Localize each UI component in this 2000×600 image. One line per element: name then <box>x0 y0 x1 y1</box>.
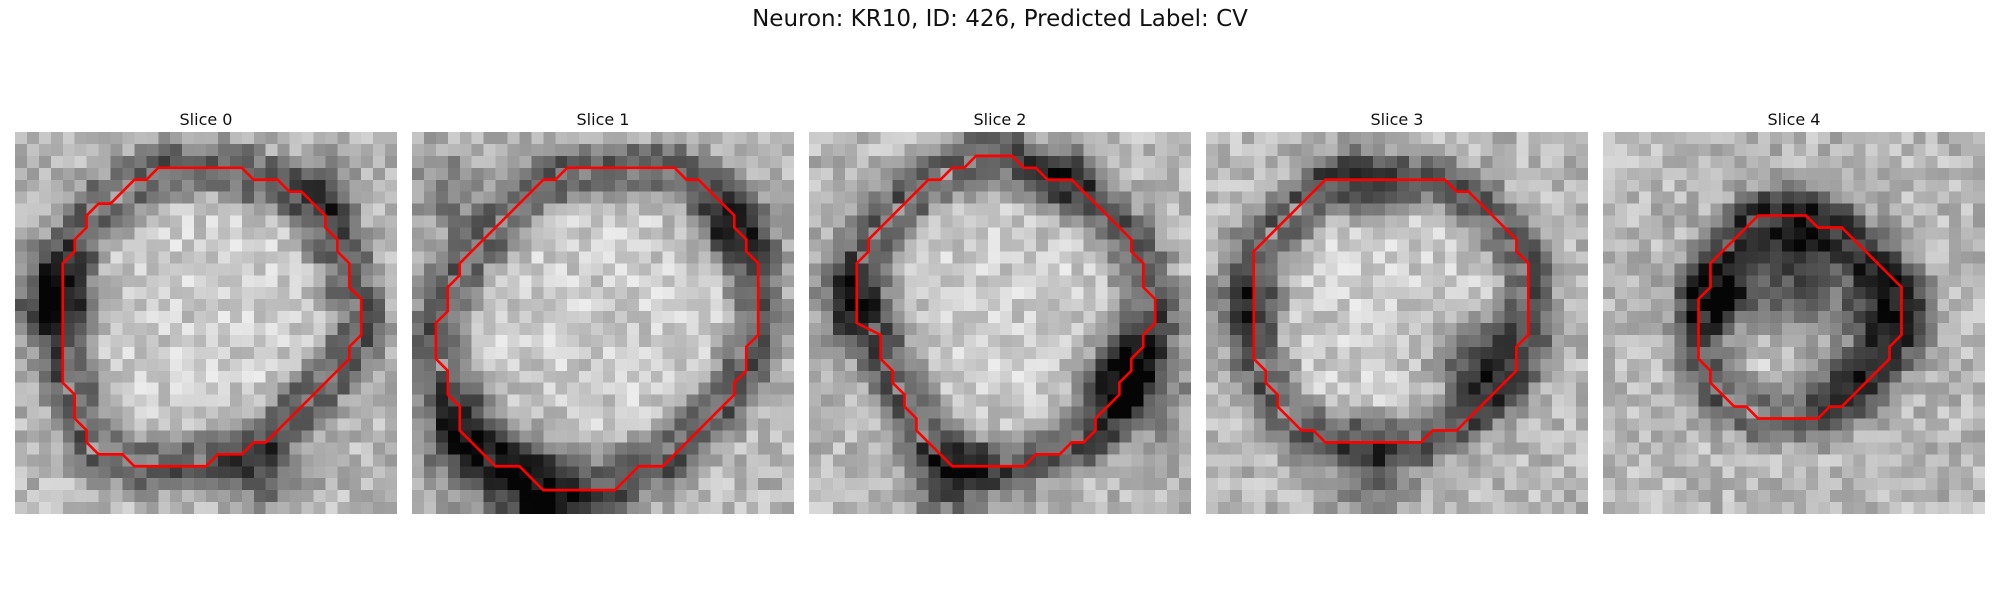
slice-title: Slice 3 <box>1370 110 1424 129</box>
panel-slice-3: Slice 3 <box>1206 108 1588 514</box>
slice-title: Slice 4 <box>1767 110 1821 129</box>
pixel-grid <box>809 132 1191 514</box>
slice-title: Slice 2 <box>973 110 1027 129</box>
cell-contour <box>1252 178 1530 444</box>
cell-contour <box>434 166 760 492</box>
cell-contour <box>1697 214 1903 420</box>
panel-slice-2: Slice 2 <box>809 108 1191 514</box>
slice-image <box>15 132 397 514</box>
slice-image <box>809 132 1191 514</box>
cell-contour <box>61 166 363 468</box>
pixel-grid <box>1603 132 1985 514</box>
slice-image <box>1206 132 1588 514</box>
slice-title: Slice 0 <box>179 110 233 129</box>
pixel-grid <box>15 132 397 514</box>
panel-slice-0: Slice 0 <box>15 108 397 514</box>
panel-slice-4: Slice 4 <box>1603 108 1985 514</box>
panel-slice-1: Slice 1 <box>412 108 794 514</box>
slice-image <box>412 132 794 514</box>
slice-image <box>1603 132 1985 514</box>
pixel-grid <box>1206 132 1588 514</box>
figure-title: Neuron: KR10, ID: 426, Predicted Label: … <box>752 6 1248 32</box>
cell-contour <box>855 154 1157 468</box>
pixel-grid <box>412 132 794 514</box>
slice-title: Slice 1 <box>576 110 630 129</box>
